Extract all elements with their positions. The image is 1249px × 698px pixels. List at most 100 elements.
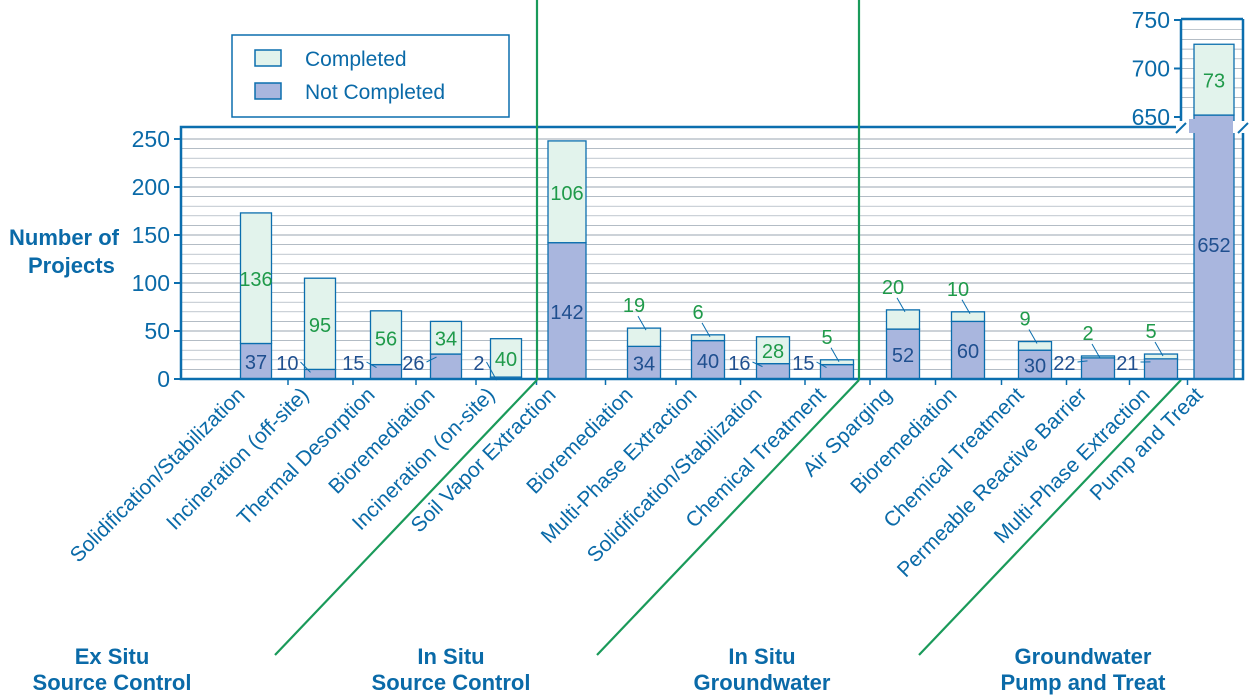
leader-line <box>1028 329 1038 344</box>
label-completed: 40 <box>495 349 517 371</box>
group-divider-diagonal <box>596 379 860 656</box>
bar-completed <box>1193 43 1235 116</box>
leader-line <box>300 361 311 373</box>
bar-completed <box>1080 355 1116 359</box>
bar-completed <box>626 327 662 348</box>
axis-break-mark <box>1175 122 1249 134</box>
label-completed: 6 <box>692 302 703 324</box>
group-title: Source Control <box>33 670 192 695</box>
legend-swatch-completed <box>254 49 282 67</box>
label-not-completed: 2 <box>473 353 484 375</box>
label-not-completed: 34 <box>633 354 655 376</box>
label-completed: 56 <box>375 329 397 351</box>
group-title: Source Control <box>372 670 531 695</box>
y-tick-label: 200 <box>132 174 170 200</box>
label-completed: 95 <box>309 315 331 337</box>
label-not-completed: 52 <box>892 345 914 367</box>
y-tick-label: 150 <box>132 222 170 248</box>
main-plot-frame <box>179 125 1245 381</box>
y-tick-label-break: 750 <box>1132 7 1170 33</box>
group-title: Groundwater <box>1015 644 1152 669</box>
label-not-completed: 37 <box>245 352 267 374</box>
group-title: Ex Situ <box>75 644 150 669</box>
label-not-completed: 16 <box>728 353 750 375</box>
label-completed: 136 <box>239 269 272 291</box>
leader-line <box>816 361 827 369</box>
label-not-completed: 142 <box>550 302 583 324</box>
label-not-completed: 21 <box>1116 353 1138 375</box>
bar-completed <box>303 277 337 371</box>
group-title: In Situ <box>417 644 484 669</box>
label-not-completed: 15 <box>342 353 364 375</box>
leader-line <box>896 297 906 313</box>
legend-label-not-completed: Not Completed <box>305 81 445 104</box>
bar-completed <box>819 359 855 366</box>
label-completed: 19 <box>623 295 645 317</box>
label-not-completed: 30 <box>1024 356 1046 378</box>
bar-completed <box>755 336 791 365</box>
label-completed: 10 <box>947 279 969 301</box>
label-not-completed: 60 <box>957 341 979 363</box>
leader-line <box>1077 360 1088 363</box>
leader-line <box>426 356 437 363</box>
group-title: In Situ <box>728 644 795 669</box>
bar-completed <box>429 320 463 355</box>
label-not-completed: 40 <box>697 351 719 373</box>
label-completed: 5 <box>821 327 832 349</box>
label-completed: 73 <box>1203 71 1225 93</box>
bar-not-completed <box>1017 349 1053 380</box>
leader-line <box>830 347 840 363</box>
bar-completed <box>1017 340 1053 351</box>
leader-line <box>486 361 497 381</box>
bar-completed <box>950 311 986 323</box>
y-tick-label: 250 <box>132 126 170 152</box>
y-axis-ticks: 0 50 100 150 200 250 650 700 750 <box>132 7 1181 392</box>
plot-frames <box>179 17 1249 385</box>
bar-completed <box>547 140 587 244</box>
category-labels: Solidification/StabilizationIncineration… <box>66 383 1208 582</box>
legend-label-completed: Completed <box>305 48 407 71</box>
y-tick-label: 0 <box>157 366 170 392</box>
label-not-completed: 652 <box>1197 235 1230 257</box>
leader-line <box>961 299 971 315</box>
leader-line <box>752 361 763 368</box>
y-tick-label: 50 <box>144 318 170 344</box>
y-tick-label-break: 700 <box>1132 56 1170 82</box>
label-completed: 5 <box>1145 321 1156 343</box>
leader-line <box>1091 343 1101 359</box>
label-completed: 28 <box>762 341 784 363</box>
legend-box <box>231 34 510 118</box>
y-tick-label: 100 <box>132 270 170 296</box>
leader-line <box>366 361 377 369</box>
label-not-completed: 10 <box>276 353 298 375</box>
group-divider-diagonal <box>918 379 1182 656</box>
y-axis-label-line1: Number of <box>9 225 120 250</box>
bars <box>239 43 1235 380</box>
legend-swatch-not-completed <box>254 82 282 100</box>
axis-break-bar-fill <box>1189 119 1233 133</box>
category-label: Bioremediation <box>324 383 439 498</box>
label-completed: 9 <box>1019 309 1030 331</box>
gridlines <box>180 29 1243 370</box>
group-dividers <box>274 0 1182 656</box>
label-completed: 20 <box>882 277 904 299</box>
bar-completed <box>1143 353 1179 360</box>
group-title: Groundwater <box>694 670 831 695</box>
bar-completed <box>690 334 726 342</box>
label-not-completed: 15 <box>792 353 814 375</box>
legend: Completed Not Completed <box>231 34 510 118</box>
bar-completed <box>885 309 921 330</box>
y-tick-label-break: 650 <box>1132 104 1170 130</box>
label-completed: 34 <box>435 329 457 351</box>
y-axis-label-line2: Projects <box>28 253 115 278</box>
bar-not-completed <box>950 320 986 380</box>
leader-line <box>701 322 711 338</box>
label-completed: 106 <box>550 183 583 205</box>
label-not-completed: 22 <box>1053 353 1075 375</box>
group-title: Pump and Treat <box>1000 670 1166 695</box>
label-completed: 2 <box>1082 323 1093 345</box>
bar-completed <box>239 212 273 345</box>
bar-completed <box>369 310 403 366</box>
